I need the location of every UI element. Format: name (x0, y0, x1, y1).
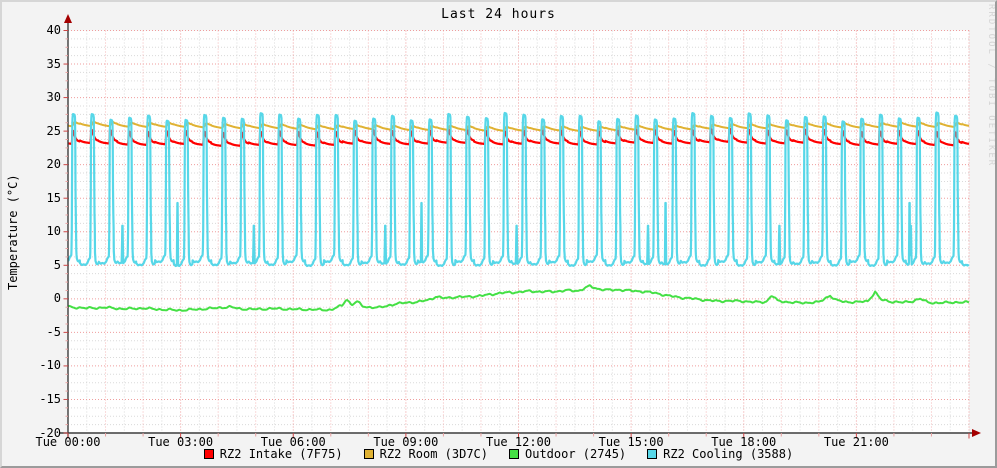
x-tick-label: Tue 09:00 (373, 435, 439, 449)
y-tick-label: -10 (39, 358, 61, 373)
y-tick-label: -5 (46, 324, 61, 339)
legend-swatch-icon (509, 449, 519, 459)
x-tick-label: Tue 21:00 (823, 435, 889, 449)
series-lines (67, 111, 970, 312)
y-tick-label: 25 (46, 123, 61, 138)
series-line-outdoor-2745 (67, 284, 970, 312)
legend-item: RZ2 Intake (7F75) (203, 447, 343, 461)
y-tick-label: 10 (46, 224, 61, 239)
legend-swatch-icon (647, 449, 658, 459)
y-tick-label: -20 (39, 425, 61, 440)
y-tick-label: 0 (53, 291, 61, 306)
legend-item: Outdoor (2745) (509, 447, 626, 461)
legend-item: RZ2 Cooling (3588) (647, 447, 793, 461)
legend-swatch-icon (203, 449, 214, 459)
legend: RZ2 Intake (7F75) RZ2 Room (3D7C) Outdoor … (2, 447, 995, 461)
x-tick-label: Tue 18:00 (711, 435, 777, 449)
legend-label: RZ2 Cooling (3588) (663, 447, 794, 461)
x-tick-label: Tue 06:00 (260, 435, 326, 449)
legend-swatch-icon (363, 449, 374, 459)
series-line-rz2-room-3d7c (67, 120, 970, 132)
axes (60, 14, 981, 439)
legend-item: RZ2 Room (3D7C) (363, 447, 488, 461)
y-tick-label: 20 (46, 157, 61, 172)
legend-label: Outdoor (2745) (525, 447, 627, 461)
x-tick-label: Tue 15:00 (598, 435, 664, 449)
series-line-rz2-cooling-3588 (67, 111, 970, 268)
y-axis-arrow (64, 14, 72, 23)
x-axis-arrow (972, 429, 981, 437)
y-tick-label: 15 (46, 190, 61, 205)
grid (68, 30, 970, 434)
legend-label: RZ2 Intake (7F75) (219, 447, 343, 461)
y-tick-label: -15 (39, 391, 61, 406)
y-tick-label: 40 (46, 23, 61, 37)
y-tick-label: 30 (46, 90, 61, 105)
x-tick-label: Tue 03:00 (148, 435, 214, 449)
x-tick-label: Tue 00:00 (35, 435, 101, 449)
y-tick-label: 35 (46, 56, 61, 71)
watermark: RRDTOOL / TOBI OETIKER (986, 4, 996, 168)
legend-label: RZ2 Room (3D7C) (379, 447, 488, 461)
x-tick-label: Tue 12:00 (485, 435, 552, 449)
series-line-rz2-intake-7f75 (67, 127, 970, 148)
chart-title: Last 24 hours (441, 7, 556, 22)
y-tick-label: 5 (53, 257, 61, 272)
